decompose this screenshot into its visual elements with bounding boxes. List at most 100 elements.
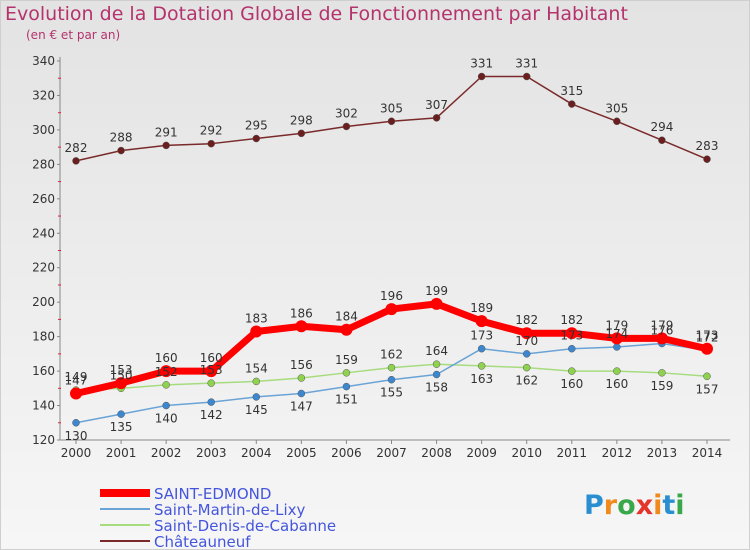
data-label: 283 (696, 139, 719, 153)
data-label: 150 (110, 368, 133, 382)
y-tick-label: 120 (32, 433, 55, 447)
data-label: 173 (470, 329, 493, 343)
data-point-1 (342, 382, 351, 391)
data-label: 170 (515, 334, 538, 348)
data-point-3 (162, 141, 170, 150)
x-tick-label: 2002 (151, 446, 182, 460)
data-point-0 (655, 332, 668, 345)
data-point-1 (117, 410, 125, 418)
data-label: 160 (605, 377, 628, 391)
chart-subtitle: (en € et par an) (26, 28, 121, 42)
data-point-1 (162, 401, 170, 410)
x-tick-label: 2004 (241, 446, 272, 460)
data-point-2 (613, 367, 621, 375)
data-point-2 (568, 367, 576, 375)
data-label: 147 (65, 373, 88, 387)
data-label: 173 (696, 329, 719, 343)
data-point-0 (385, 303, 398, 316)
data-label: 154 (245, 361, 268, 375)
x-tick-label: 2010 (511, 446, 542, 460)
legend-label: Saint-Martin-de-Lixy (154, 501, 306, 519)
data-point-3 (72, 157, 80, 165)
data-label: 153 (200, 363, 223, 377)
data-point-0 (610, 332, 623, 345)
data-point-3 (252, 134, 261, 143)
data-point-3 (117, 146, 125, 155)
x-tick-label: 2001 (106, 446, 137, 460)
logo-letter: t (662, 490, 676, 521)
data-label: 288 (110, 131, 133, 145)
y-tick-label: 140 (32, 399, 55, 413)
data-label: 159 (650, 379, 673, 393)
data-label: 305 (605, 101, 628, 115)
data-point-1 (297, 389, 306, 398)
data-label: 179 (650, 318, 673, 332)
y-tick-label: 180 (32, 330, 55, 344)
x-tick-label: 2014 (692, 446, 723, 460)
x-tick-label: 2005 (286, 446, 317, 460)
data-label: 315 (560, 84, 583, 98)
x-tick-label: 2011 (557, 446, 588, 460)
data-point-0 (250, 325, 263, 338)
data-point-3 (297, 129, 306, 138)
y-tick-label: 340 (32, 54, 55, 68)
data-label: 153 (110, 363, 133, 377)
y-tick-label: 300 (32, 123, 55, 137)
data-point-3 (342, 122, 351, 131)
data-point-2 (658, 369, 666, 377)
data-point-3 (703, 155, 711, 163)
data-label: 135 (110, 420, 133, 434)
data-label: 152 (155, 365, 178, 379)
x-tick-label: 2006 (331, 446, 362, 460)
data-point-0 (475, 315, 488, 328)
data-label: 149 (65, 370, 88, 384)
data-point-3 (658, 136, 666, 144)
data-point-2 (252, 377, 261, 386)
legend-label: SAINT-EDMOND (154, 485, 271, 503)
x-tick-label: 2009 (466, 446, 497, 460)
data-point-3 (387, 117, 396, 126)
x-tick-label: 2012 (602, 446, 633, 460)
data-label: 142 (200, 408, 223, 422)
data-label: 160 (155, 351, 178, 365)
data-point-0 (70, 387, 82, 400)
data-point-3 (207, 139, 215, 148)
data-label: 151 (335, 393, 358, 407)
data-point-2 (432, 360, 441, 368)
data-point-0 (701, 342, 713, 355)
data-point-2 (207, 379, 215, 387)
data-label: 196 (380, 289, 403, 303)
data-label: 157 (696, 382, 719, 396)
data-label: 147 (290, 399, 313, 413)
data-label: 295 (245, 119, 268, 133)
legend-label: Saint-Denis-de-Cabanne (154, 517, 336, 535)
data-point-3 (477, 72, 486, 81)
data-label: 162 (380, 348, 403, 362)
data-label: 160 (200, 351, 223, 365)
data-label: 163 (470, 372, 493, 386)
data-point-0 (520, 327, 533, 340)
data-label: 179 (605, 318, 628, 332)
data-label: 160 (560, 377, 583, 391)
data-point-1 (387, 375, 396, 384)
data-point-0 (295, 320, 308, 333)
x-tick-label: 2003 (196, 446, 227, 460)
data-label: 172 (696, 330, 719, 344)
logo-letter: i (653, 490, 663, 521)
x-tick-label: 2007 (376, 446, 407, 460)
data-label: 156 (290, 358, 313, 372)
data-label: 282 (65, 141, 88, 155)
logo-letter: o (617, 490, 636, 521)
data-point-3 (568, 100, 576, 108)
data-label: 174 (605, 327, 628, 341)
data-point-1 (613, 343, 621, 351)
data-point-1 (72, 419, 80, 427)
data-label: 158 (425, 381, 448, 395)
proxiti-logo: Proxiti (584, 490, 685, 521)
y-tick-label: 200 (32, 295, 55, 309)
x-tick-label: 2013 (647, 446, 678, 460)
data-label: 184 (335, 310, 358, 324)
data-label: 292 (200, 124, 223, 138)
data-label: 140 (155, 412, 178, 426)
